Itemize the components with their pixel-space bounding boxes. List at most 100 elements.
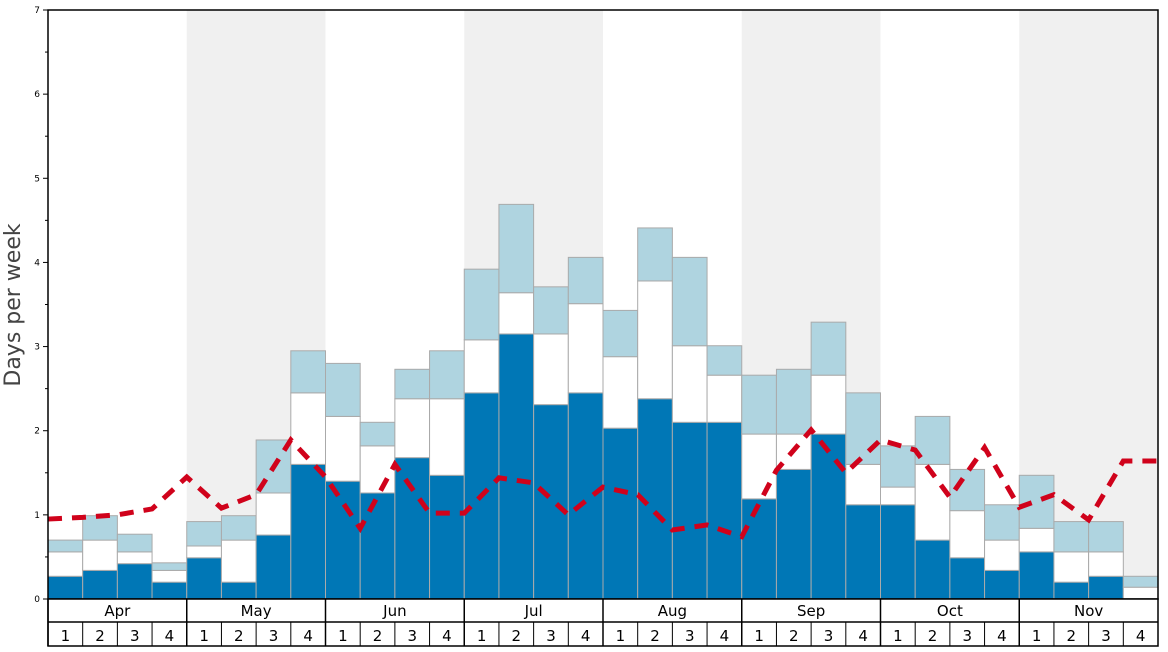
bar-segment (220, 515, 257, 541)
bar-segment (47, 539, 84, 553)
bar-segment (949, 468, 986, 512)
bar-segment (220, 581, 257, 600)
bar-segment (47, 575, 84, 600)
bar-segment (290, 463, 326, 600)
month-label: May (241, 602, 272, 620)
bar-segment (429, 474, 465, 600)
bar-segment (325, 362, 361, 417)
bar-segment (671, 421, 708, 600)
bar-segment (880, 445, 916, 488)
bar-segment (533, 333, 569, 406)
bar-segment (1018, 527, 1055, 553)
week-label: 4 (720, 627, 730, 645)
y-tick-label: 0 (34, 595, 40, 605)
month-label: Aug (658, 602, 687, 620)
week-label: 3 (546, 627, 556, 645)
bar-segment (810, 321, 847, 376)
week-label: 2 (650, 627, 660, 645)
week-label: 1 (199, 627, 209, 645)
bar-segment (637, 280, 673, 400)
week-label: 1 (893, 627, 903, 645)
week-label: 3 (824, 627, 834, 645)
y-tick-label: 6 (34, 90, 40, 100)
week-label: 2 (373, 627, 383, 645)
bar-segment (290, 392, 326, 465)
bar-segment (949, 510, 986, 559)
bar-segment (880, 504, 916, 600)
y-axis-label: Days per week (1, 223, 26, 386)
bar-segment (1053, 521, 1090, 553)
bar-segment (394, 398, 431, 459)
week-label: 3 (269, 627, 279, 645)
dashed-line (47, 425, 1158, 540)
bar-segment (290, 350, 326, 394)
week-label: 2 (234, 627, 244, 645)
month-label: Oct (937, 602, 963, 620)
bar-segment (463, 339, 500, 394)
week-label: 2 (928, 627, 938, 645)
bar-segment (498, 203, 535, 294)
bar-segment (394, 457, 431, 600)
x-axis-labels: Apr 1 2 3 4 May 1 2 3 4 Jun 1 2 3 4 Jul 1 2 3 4 Aug 1 2 3 4 Sep 1 2… (47, 598, 1159, 647)
bar-segment (394, 368, 431, 400)
bar-segment (671, 345, 708, 423)
bar-segment (706, 421, 743, 600)
bar-segment (741, 374, 777, 435)
bar-segment (706, 345, 743, 376)
bar-segment (775, 468, 812, 600)
week-label: 3 (962, 627, 972, 645)
bar-segment (151, 562, 188, 571)
bar-segment (82, 569, 118, 600)
y-tick-label: 4 (34, 258, 40, 268)
week-label: 2 (789, 627, 799, 645)
bar-segment (1088, 551, 1124, 577)
week-label: 3 (1101, 627, 1111, 645)
bar-segment (984, 504, 1020, 541)
bar-segment (186, 557, 222, 600)
bar-segment (567, 303, 604, 394)
bar-segment (1122, 586, 1159, 600)
bar-segment (151, 581, 188, 600)
bar-segment (47, 551, 84, 577)
bar-segment (845, 463, 881, 506)
week-label: 1 (754, 627, 764, 645)
bar-segment (186, 521, 222, 547)
bar-segment (429, 350, 465, 400)
bar-segment (498, 292, 535, 335)
bar-segment (151, 569, 188, 583)
bar-segment (984, 569, 1020, 600)
month-label: Nov (1074, 602, 1103, 620)
bar-segment (845, 504, 881, 600)
week-label: 1 (616, 627, 626, 645)
bar-segment (82, 539, 118, 571)
week-label: 3 (685, 627, 695, 645)
month-label: Jun (382, 602, 406, 620)
week-label: 4 (1136, 627, 1146, 645)
bar-segment (984, 539, 1020, 571)
bar-segment (637, 227, 673, 282)
bar-segment (914, 539, 951, 600)
bars (47, 203, 1159, 600)
bar-segment (429, 398, 465, 476)
week-label: 3 (407, 627, 417, 645)
bar-segment (810, 374, 847, 435)
y-tick-label: 7 (34, 6, 40, 16)
bar-segment (949, 557, 986, 600)
bar-segment (1053, 551, 1090, 583)
bar-segment (116, 551, 153, 565)
bar-segment (463, 268, 500, 341)
y-tick-label: 2 (34, 427, 40, 437)
week-label: 4 (442, 627, 452, 645)
bar-segment (880, 486, 916, 506)
bar-segment (255, 534, 292, 600)
bar-segment (533, 286, 569, 335)
bar-segment (325, 415, 361, 482)
bar-segment (186, 545, 222, 559)
bar-segment (602, 427, 639, 600)
week-label: 4 (997, 627, 1007, 645)
week-label: 4 (165, 627, 175, 645)
bar-segment (498, 333, 535, 600)
bar-segment (1018, 551, 1055, 600)
bar-segment (845, 392, 881, 465)
